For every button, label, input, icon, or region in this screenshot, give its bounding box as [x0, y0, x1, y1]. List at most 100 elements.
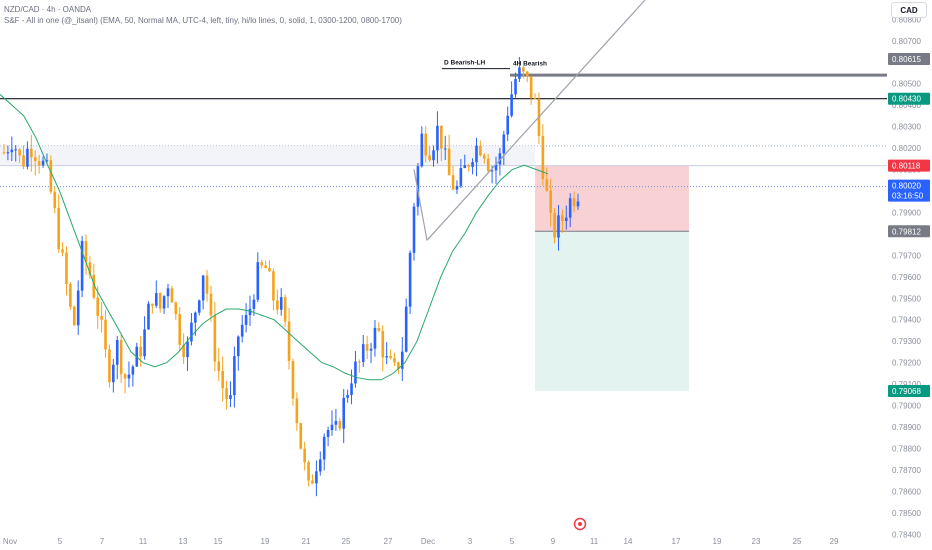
- candle-body: [545, 179, 549, 191]
- candle-body: [256, 262, 260, 300]
- y-tick-label: 0.79500: [892, 294, 921, 303]
- x-tick-label: 3: [468, 537, 473, 546]
- candle-body: [564, 217, 568, 221]
- candle-body: [561, 215, 564, 221]
- trend-connector: [413, 169, 428, 241]
- candle-body: [233, 356, 236, 396]
- candle-body: [389, 356, 392, 359]
- x-tick-label: 11: [139, 537, 148, 546]
- candle-body: [307, 462, 310, 481]
- candle-body: [131, 366, 135, 375]
- candle-body: [447, 148, 451, 176]
- candle-body: [26, 148, 29, 167]
- candle-body: [205, 275, 209, 294]
- candle-body: [490, 170, 494, 172]
- candle-body: [201, 275, 205, 301]
- price-badge-value: 0.79068: [892, 387, 921, 396]
- y-tick-label: 0.78900: [892, 423, 921, 432]
- candle-body: [76, 290, 80, 326]
- x-tick-label: 17: [672, 537, 681, 546]
- candle-body: [365, 344, 369, 351]
- candle-body: [252, 299, 256, 309]
- candle-body: [14, 149, 18, 151]
- candle-body: [166, 288, 170, 297]
- y-tick-label: 0.80400: [892, 101, 921, 110]
- price-badge-value: 0.80615: [892, 55, 921, 64]
- candle-body: [459, 168, 463, 186]
- candle-body: [276, 300, 279, 310]
- candle-body: [170, 288, 174, 303]
- candle-body: [72, 306, 76, 326]
- candle-body: [369, 348, 373, 351]
- candle-body: [217, 361, 221, 371]
- x-tick-label: 11: [590, 537, 599, 546]
- candle-body: [84, 240, 88, 263]
- price-badge-value: 0.79812: [892, 227, 921, 236]
- candle-body: [432, 150, 435, 161]
- candle-body: [190, 322, 193, 342]
- supply-zone: [0, 145, 535, 166]
- y-tick-label: 0.78600: [892, 487, 921, 496]
- y-tick-label: 0.78800: [892, 444, 921, 453]
- candle-body: [88, 262, 92, 275]
- candle-body: [57, 208, 60, 250]
- candle-body: [361, 344, 365, 362]
- y-tick-label: 0.79600: [892, 273, 921, 282]
- x-tick-label: 5: [58, 537, 63, 546]
- candle-body: [264, 265, 267, 268]
- y-tick-label: 0.79700: [892, 251, 921, 260]
- x-tick-label: Dec: [421, 537, 435, 546]
- x-tick-label: Nov: [3, 537, 17, 546]
- candle-body: [272, 271, 275, 301]
- x-tick-label: 27: [384, 537, 393, 546]
- candle-body: [467, 165, 470, 167]
- candle-body: [436, 125, 439, 151]
- candle-body: [65, 252, 68, 285]
- candle-body: [151, 303, 154, 306]
- candle-body: [514, 78, 517, 95]
- candle-body: [451, 175, 455, 190]
- candle-body: [475, 145, 478, 163]
- price-badge: [888, 179, 930, 202]
- candle-body: [318, 459, 322, 472]
- x-tick-label: 7: [100, 537, 105, 546]
- annotation-4h-bearish: 4H Bearish: [513, 60, 547, 67]
- candle-body: [463, 165, 467, 169]
- candle-body: [127, 374, 131, 379]
- price-axis: [888, 0, 932, 550]
- x-tick-label: 9: [551, 537, 556, 546]
- candle-body: [510, 94, 513, 116]
- candle-body: [18, 149, 21, 156]
- candle-body: [572, 198, 576, 207]
- candle-body: [326, 430, 330, 437]
- y-tick-label: 0.78400: [892, 530, 921, 539]
- candle-body: [33, 157, 37, 162]
- candle-body: [404, 306, 408, 352]
- candle-body: [221, 370, 224, 389]
- candle-body: [428, 155, 431, 161]
- y-tick-label: 0.80800: [892, 15, 921, 24]
- price-badge-value: 0.80430: [892, 95, 921, 104]
- currency-button[interactable]: CAD: [891, 2, 927, 18]
- candle-body: [236, 336, 240, 357]
- candle-body: [342, 397, 346, 429]
- candle-body: [381, 330, 385, 358]
- countdown-timer: 03:16:50: [892, 192, 924, 201]
- candle-body: [416, 166, 420, 207]
- candle-body: [373, 327, 377, 349]
- candle-body: [408, 252, 412, 307]
- candle-body: [240, 324, 244, 337]
- candle-body: [108, 349, 111, 383]
- candle-body: [174, 302, 178, 315]
- candle-body: [22, 155, 25, 167]
- candle-body: [576, 201, 580, 207]
- candle-body: [61, 249, 64, 253]
- x-tick-label: 19: [261, 537, 270, 546]
- candle-body: [334, 420, 338, 425]
- candle-body: [115, 340, 119, 365]
- candle-body: [229, 395, 232, 399]
- candle-body: [45, 160, 49, 162]
- event-marker-dot: [578, 522, 582, 526]
- x-tick-label: 21: [302, 537, 311, 546]
